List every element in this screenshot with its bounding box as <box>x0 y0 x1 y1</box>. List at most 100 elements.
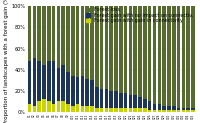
Bar <box>172 110 176 112</box>
Bar <box>143 99 147 108</box>
Bar <box>33 6 36 58</box>
Bar <box>81 76 84 106</box>
Bar <box>167 110 171 112</box>
Bar <box>71 76 75 106</box>
Bar <box>114 6 118 91</box>
Bar <box>119 93 123 108</box>
Bar <box>47 101 51 112</box>
Bar <box>109 6 113 91</box>
Bar <box>47 6 51 61</box>
Bar <box>138 6 142 97</box>
Bar <box>76 6 79 77</box>
Bar <box>33 58 36 106</box>
Bar <box>57 101 60 112</box>
Bar <box>52 104 55 112</box>
Bar <box>133 6 137 95</box>
Bar <box>162 106 166 110</box>
Bar <box>124 108 127 112</box>
Bar <box>133 108 137 112</box>
Bar <box>158 6 161 104</box>
Bar <box>42 65 46 99</box>
Bar <box>162 110 166 112</box>
Legend: Forest loss, Forest gain with no impact on connectiv., Forest gain with gain in : Forest loss, Forest gain with no impact … <box>85 7 193 24</box>
Bar <box>133 95 137 108</box>
Bar <box>95 108 99 112</box>
Bar <box>61 101 65 112</box>
Bar <box>153 110 156 112</box>
Bar <box>138 108 142 112</box>
Bar <box>37 101 41 112</box>
Bar <box>162 6 166 106</box>
Bar <box>153 6 156 104</box>
Bar <box>85 106 89 112</box>
Bar <box>124 93 127 108</box>
Bar <box>28 104 31 112</box>
Bar <box>90 6 94 80</box>
Bar <box>76 104 79 112</box>
Bar <box>66 72 70 104</box>
Bar <box>95 6 99 87</box>
Bar <box>90 106 94 112</box>
Bar <box>52 61 55 104</box>
Bar <box>153 104 156 110</box>
Bar <box>148 101 151 110</box>
Bar <box>182 108 185 110</box>
Bar <box>90 80 94 106</box>
Bar <box>37 61 41 101</box>
Bar <box>124 6 127 93</box>
Bar <box>66 104 70 112</box>
Bar <box>61 6 65 65</box>
Bar <box>191 110 195 112</box>
Bar <box>28 61 31 104</box>
Bar <box>42 99 46 112</box>
Bar <box>66 6 70 72</box>
Bar <box>71 106 75 112</box>
Bar <box>119 108 123 112</box>
Bar <box>105 108 108 112</box>
Bar <box>158 110 161 112</box>
Bar <box>119 6 123 93</box>
Y-axis label: Proportion of landscapes with a forest gain (%): Proportion of landscapes with a forest g… <box>4 0 9 123</box>
Bar <box>37 6 41 61</box>
Bar <box>100 108 103 112</box>
Bar <box>85 6 89 79</box>
Bar <box>138 97 142 108</box>
Bar <box>105 89 108 108</box>
Bar <box>85 79 89 106</box>
Bar <box>191 6 195 108</box>
Bar <box>114 108 118 112</box>
Bar <box>100 89 103 108</box>
Bar <box>148 6 151 101</box>
Bar <box>76 77 79 104</box>
Bar <box>81 106 84 112</box>
Bar <box>52 6 55 61</box>
Bar <box>129 108 132 112</box>
Bar <box>167 106 171 110</box>
Bar <box>61 65 65 101</box>
Bar <box>81 6 84 76</box>
Bar <box>42 6 46 65</box>
Bar <box>33 106 36 112</box>
Bar <box>158 104 161 110</box>
Bar <box>57 6 60 68</box>
Bar <box>186 108 190 110</box>
Bar <box>28 6 31 61</box>
Bar <box>105 6 108 89</box>
Bar <box>182 6 185 108</box>
Bar <box>186 6 190 108</box>
Bar <box>95 87 99 108</box>
Bar <box>186 110 190 112</box>
Bar <box>172 6 176 106</box>
Bar <box>114 91 118 108</box>
Bar <box>129 95 132 108</box>
Bar <box>143 6 147 99</box>
Bar <box>57 68 60 101</box>
Bar <box>100 6 103 89</box>
Bar <box>182 110 185 112</box>
Bar <box>143 108 147 112</box>
Bar <box>177 6 180 108</box>
Bar <box>177 108 180 110</box>
Bar <box>148 110 151 112</box>
Bar <box>167 6 171 106</box>
Bar <box>109 108 113 112</box>
